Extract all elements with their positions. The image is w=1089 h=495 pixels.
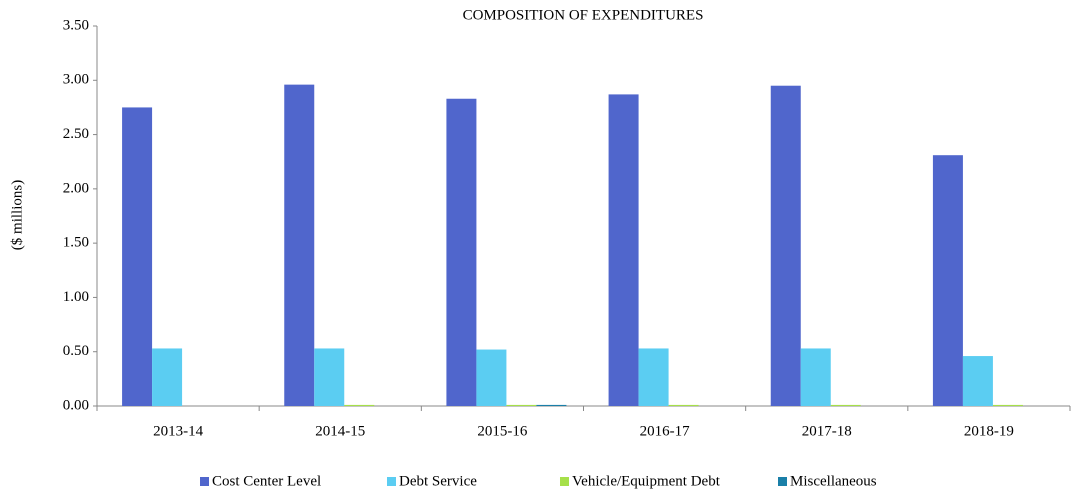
bar bbox=[536, 404, 567, 406]
x-tick-label: 2018-19 bbox=[964, 423, 1014, 439]
x-tick-label: 2016-17 bbox=[640, 423, 690, 439]
y-tick-label: 3.50 bbox=[63, 17, 89, 33]
y-tick-label: 1.50 bbox=[63, 235, 89, 251]
bar bbox=[314, 348, 345, 406]
bar bbox=[932, 155, 963, 406]
y-tick-label: 1.00 bbox=[63, 289, 89, 305]
legend-label: Vehicle/Equipment Debt bbox=[572, 473, 721, 489]
bar bbox=[284, 84, 315, 406]
y-tick-label: 2.00 bbox=[63, 180, 89, 196]
x-tick-label: 2013-14 bbox=[153, 423, 203, 439]
bar bbox=[608, 94, 639, 407]
bar bbox=[344, 404, 375, 406]
legend-swatch bbox=[778, 477, 787, 486]
bar bbox=[122, 107, 153, 406]
bar bbox=[992, 404, 1023, 406]
bar bbox=[506, 404, 537, 406]
x-tick-label: 2015-16 bbox=[477, 423, 527, 439]
y-axis-label: ($ millions) bbox=[9, 180, 25, 250]
bar bbox=[476, 349, 507, 406]
bar bbox=[638, 348, 669, 406]
legend-swatch bbox=[387, 477, 396, 486]
x-tick-label: 2017-18 bbox=[802, 423, 852, 439]
bar bbox=[830, 404, 861, 406]
bar bbox=[668, 404, 699, 406]
bar bbox=[446, 98, 477, 406]
y-tick-label: 3.00 bbox=[63, 72, 89, 88]
bar bbox=[770, 85, 801, 406]
bar bbox=[962, 356, 993, 406]
legend-label: Miscellaneous bbox=[790, 473, 877, 489]
legend-swatch bbox=[200, 477, 209, 486]
legend-swatch bbox=[560, 477, 569, 486]
legend-label: Debt Service bbox=[399, 473, 477, 489]
x-tick-label: 2014-15 bbox=[315, 423, 365, 439]
bar bbox=[800, 348, 831, 406]
legend-label: Cost Center Level bbox=[212, 473, 321, 489]
bar bbox=[152, 348, 183, 406]
y-tick-label: 0.50 bbox=[63, 343, 89, 359]
y-tick-label: 0.00 bbox=[63, 397, 89, 413]
chart-title: COMPOSITION OF EXPENDITURES bbox=[463, 7, 704, 23]
y-tick-label: 2.50 bbox=[63, 126, 89, 142]
